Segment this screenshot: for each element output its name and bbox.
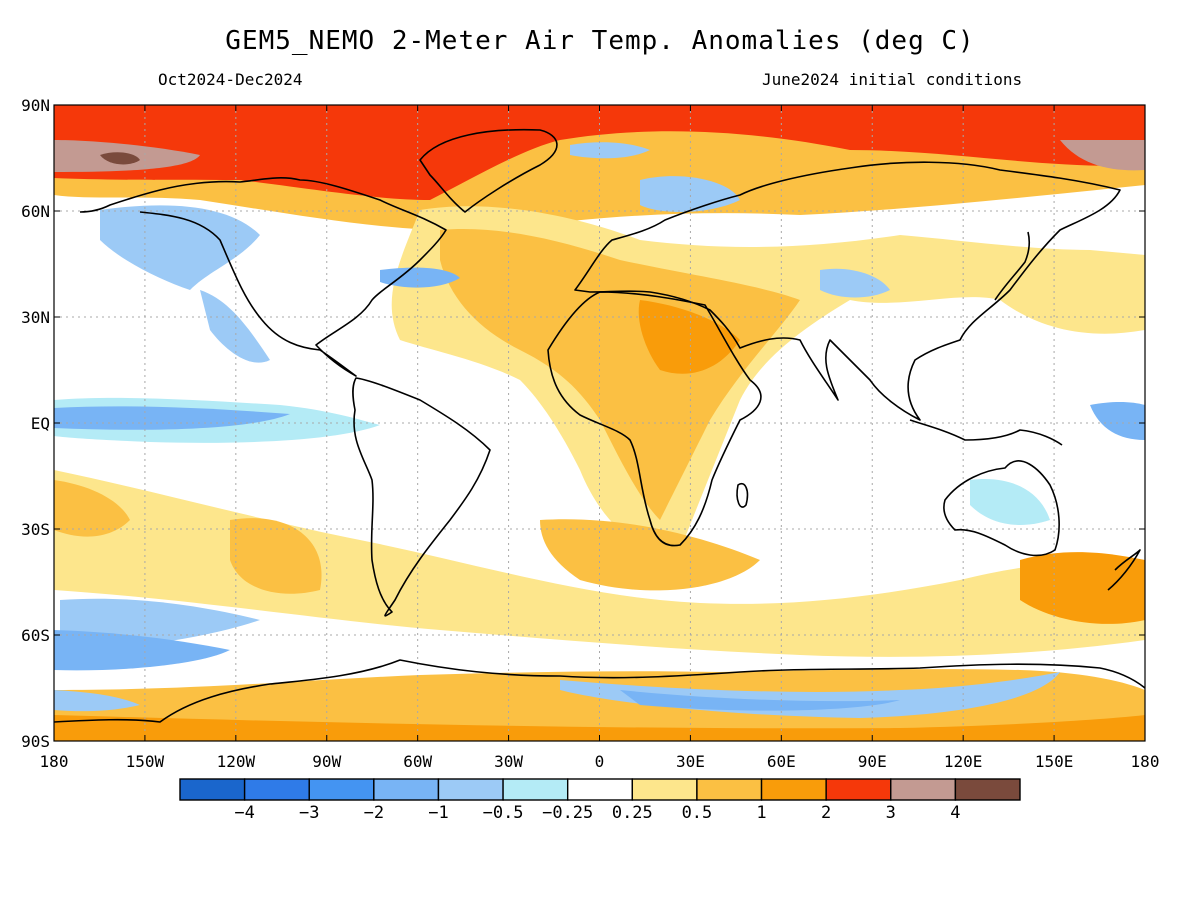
colorbar-swatch <box>243 778 310 801</box>
lon-tick-label: 180 <box>1131 752 1160 771</box>
lat-tick-label: 60N <box>21 202 50 221</box>
lon-tick-label: 150W <box>126 752 165 771</box>
lon-tick-label: 30E <box>676 752 705 771</box>
colorbar-swatch <box>890 778 957 801</box>
lon-tick-label: 60W <box>403 752 432 771</box>
map-title: GEM5_NEMO 2-Meter Air Temp. Anomalies (d… <box>225 26 975 56</box>
graticule <box>54 105 1145 741</box>
colorbar-swatch <box>760 778 827 801</box>
colorbar-label: −4 <box>234 803 254 823</box>
colorbar: −4 −3 −2 −1 −0.5 −0.25 0.25 0.5 1 2 3 4 <box>179 778 1021 823</box>
colorbar-label: −3 <box>299 803 319 823</box>
lat-tick-label: 30N <box>21 308 50 327</box>
colorbar-swatch <box>696 778 763 801</box>
colorbar-label: −2 <box>364 803 384 823</box>
colorbar-label: 4 <box>950 803 960 823</box>
lon-tick-label: 120W <box>217 752 256 771</box>
colorbar-swatch <box>373 778 440 801</box>
lon-tick-label: 150E <box>1035 752 1074 771</box>
forecast-period: Oct2024-Dec2024 <box>158 70 303 89</box>
colorbar-label: 0.5 <box>682 803 713 823</box>
colorbar-label: 1 <box>756 803 766 823</box>
colorbar-label: 2 <box>821 803 831 823</box>
colorbar-swatch <box>566 778 634 801</box>
coastlines <box>54 128 1145 723</box>
colorbar-swatch <box>502 778 569 801</box>
colorbar-swatch <box>437 778 504 801</box>
colorbar-swatch <box>308 778 375 801</box>
colorbar-swatch <box>825 778 892 801</box>
lon-tick-label: 120E <box>944 752 983 771</box>
colorbar-label: −0.25 <box>542 803 593 823</box>
colorbar-label: −1 <box>428 803 448 823</box>
lat-tick-label: EQ <box>31 414 50 433</box>
lon-tick-label: 0 <box>595 752 605 771</box>
initial-conditions: June2024 initial conditions <box>762 70 1023 89</box>
lat-tick-label: 90N <box>21 96 50 115</box>
colorbar-label: −0.5 <box>483 803 524 823</box>
colorbar-swatch <box>954 778 1021 801</box>
lon-tick-label: 60E <box>767 752 796 771</box>
colorbar-swatch <box>179 778 246 801</box>
lon-tick-label: 90E <box>858 752 887 771</box>
colorbar-swatch <box>631 778 698 801</box>
lon-tick-label: 90W <box>312 752 341 771</box>
colorbar-label: 0.25 <box>612 803 653 823</box>
lat-tick-label: 90S <box>21 732 50 751</box>
lon-tick-label: 30W <box>494 752 523 771</box>
lat-tick-label: 60S <box>21 626 50 645</box>
lon-tick-label: 180 <box>40 752 69 771</box>
colorbar-label: 3 <box>886 803 896 823</box>
lat-tick-label: 30S <box>21 520 50 539</box>
